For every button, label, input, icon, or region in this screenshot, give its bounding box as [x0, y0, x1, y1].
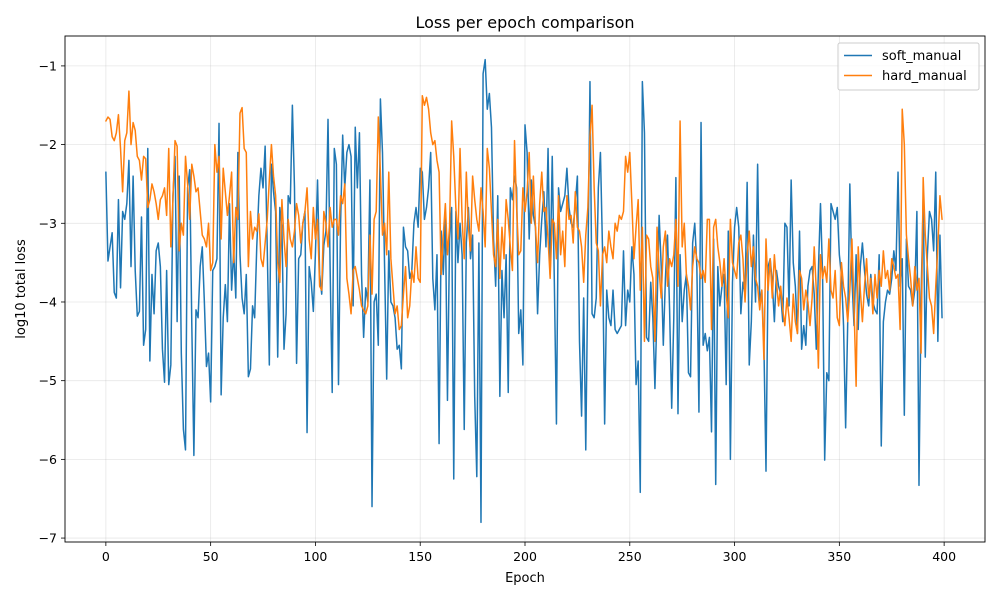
- x-tick-label: 350: [827, 549, 851, 564]
- y-tick-label: −5: [39, 373, 57, 388]
- y-axis-label: log10 total loss: [14, 239, 29, 339]
- y-tick-label: −2: [39, 137, 57, 152]
- y-tick-label: −4: [39, 294, 57, 309]
- y-tick-label: −3: [39, 216, 57, 231]
- series-line-soft-manual: [105, 58, 943, 524]
- y-tick-label: −7: [39, 531, 57, 546]
- series-line-hard-manual: [105, 90, 943, 387]
- series-layer: [105, 58, 943, 524]
- x-tick-label: 300: [723, 549, 747, 564]
- y-tick-label: −6: [39, 452, 57, 467]
- y-tick-label: −1: [39, 58, 57, 73]
- x-tick-label: 250: [618, 549, 642, 564]
- x-axis: 0 50 100 150 200 250 300 350 400: [102, 542, 956, 564]
- x-tick-label: 50: [203, 549, 219, 564]
- x-tick-label: 200: [513, 549, 537, 564]
- chart-title: Loss per epoch comparison: [415, 13, 634, 32]
- legend-box: [837, 42, 980, 91]
- legend: soft_manual hard_manual: [837, 42, 980, 91]
- x-tick-label: 400: [932, 549, 956, 564]
- x-tick-label: 0: [102, 549, 110, 564]
- x-tick-label: 150: [408, 549, 432, 564]
- legend-label-soft-manual: soft_manual: [882, 49, 961, 64]
- legend-label-hard-manual: hard_manual: [882, 69, 967, 84]
- y-axis: −7 −6 −5 −4 −3 −2 −1: [39, 58, 65, 546]
- x-axis-label: Epoch: [505, 571, 545, 586]
- x-tick-label: 100: [304, 549, 328, 564]
